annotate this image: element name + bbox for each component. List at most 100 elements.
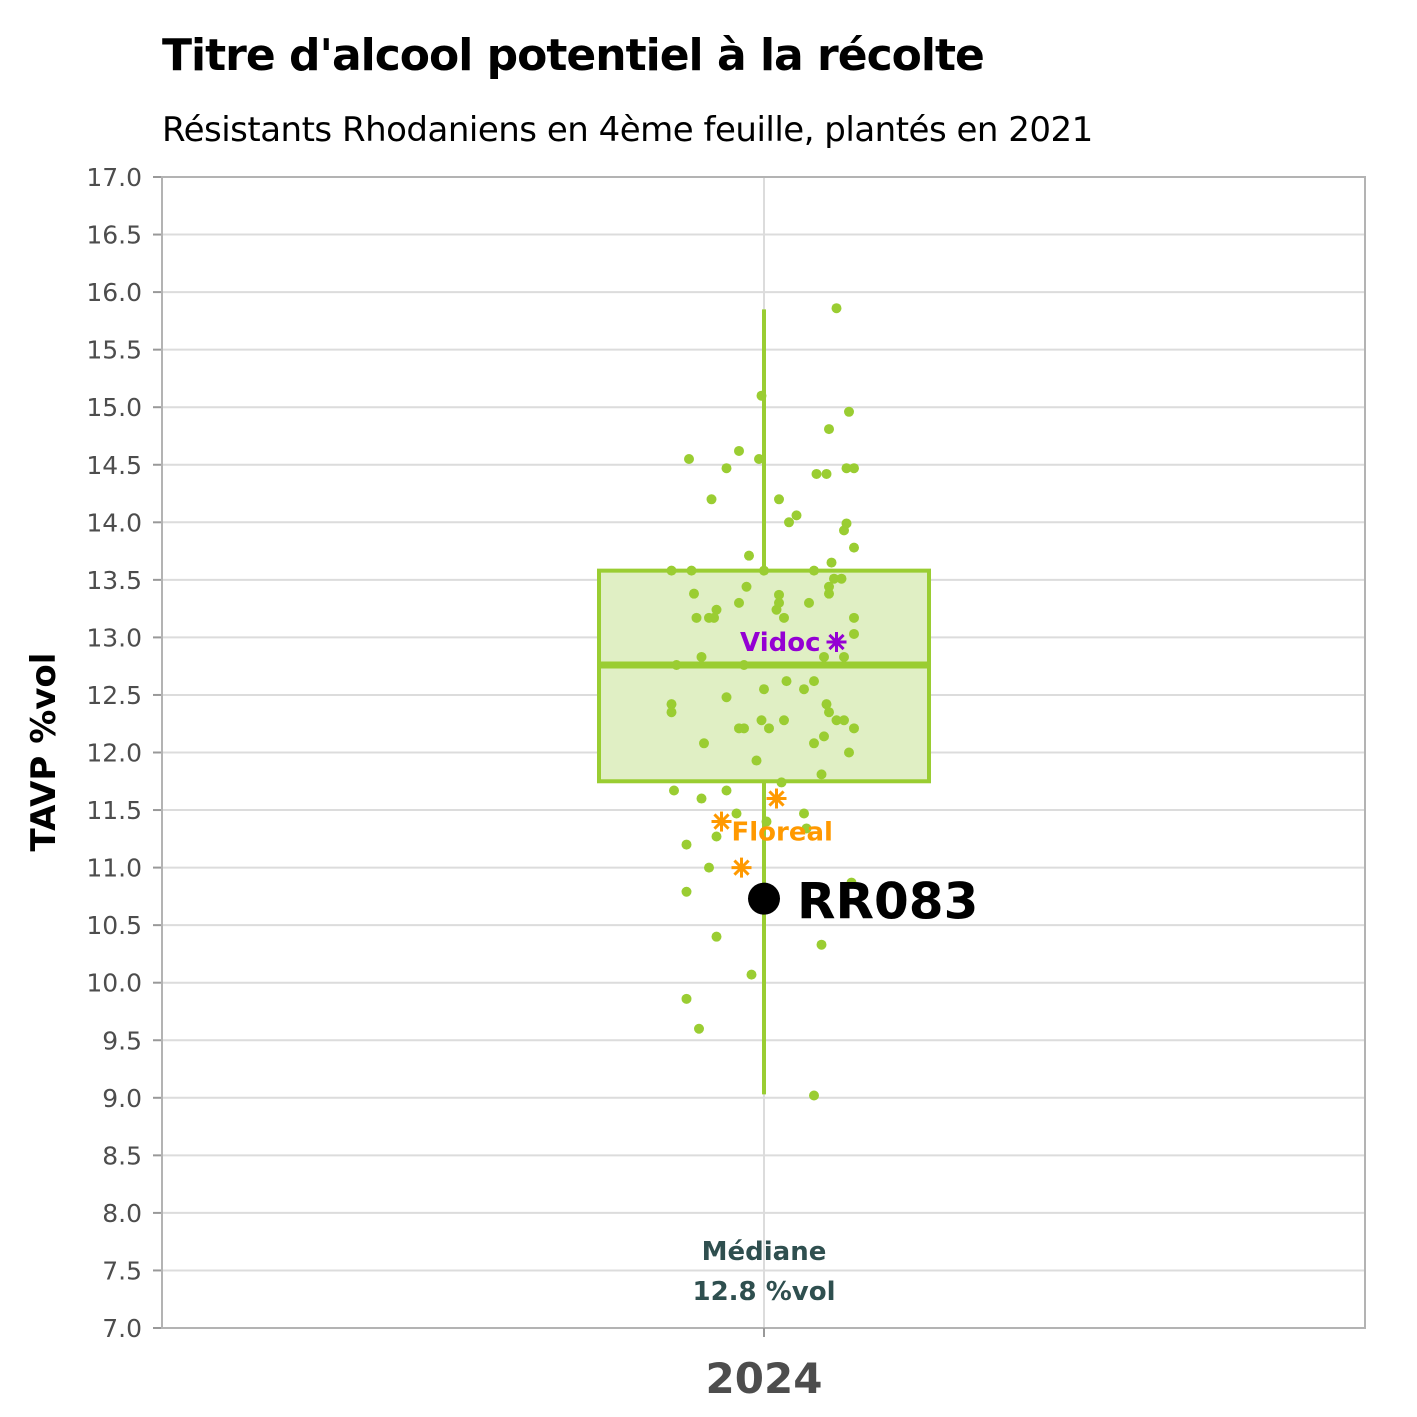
data-point [696, 651, 707, 662]
data-point [731, 808, 742, 819]
data-point [816, 769, 827, 780]
y-tick-label: 9.5 [102, 1026, 142, 1055]
highlight-label-vidoc: Vidoc [740, 628, 820, 658]
data-point [756, 390, 767, 401]
data-point [831, 715, 842, 726]
y-tick-label: 11.5 [86, 796, 142, 825]
x-tick-label: 2024 [706, 1354, 823, 1403]
data-point [804, 597, 814, 608]
data-point [666, 699, 677, 710]
data-point [849, 463, 859, 474]
data-point [704, 612, 714, 623]
highlight-star-icon [826, 632, 847, 653]
data-point [666, 707, 677, 718]
y-tick-label: 14.0 [86, 508, 142, 537]
highlight-star-icon [766, 788, 787, 809]
data-point [756, 715, 767, 726]
data-point [774, 494, 784, 505]
y-tick-label: 8.0 [102, 1199, 142, 1228]
y-tick-label: 13.5 [86, 566, 142, 595]
data-point [666, 565, 677, 576]
data-point [751, 755, 762, 766]
highlight-label-rr083: RR083 [797, 873, 978, 931]
y-tick-label: 12.5 [86, 681, 142, 710]
y-tick-label: 7.0 [102, 1314, 142, 1343]
data-point [809, 1090, 819, 1101]
data-point [681, 886, 692, 897]
chart-title: Titre d'alcool potentiel à la récolte [162, 30, 985, 81]
data-point [734, 445, 744, 456]
y-tick-label: 9.0 [102, 1084, 142, 1113]
data-point [791, 510, 802, 521]
data-point [741, 581, 752, 592]
data-point [836, 573, 847, 584]
box-layer [597, 309, 931, 1095]
data-point [826, 557, 837, 568]
data-point [811, 468, 822, 479]
data-point [824, 588, 834, 599]
box-iqr [597, 568, 931, 784]
highlight-dot-rr083 [748, 882, 780, 915]
data-point [734, 723, 744, 734]
highlight-star-icon [711, 811, 732, 832]
highlight-star-icon-stroke [828, 633, 845, 651]
y-tick-label: 15.0 [86, 393, 142, 422]
y-tick-label: 7.5 [102, 1256, 142, 1285]
data-point [746, 969, 757, 980]
highlight-star-icon-stroke [768, 790, 785, 807]
data-point [684, 453, 694, 464]
chart-subtitle: Résistants Rhodaniens en 4ème feuille, p… [162, 110, 1093, 150]
data-point [819, 731, 829, 742]
data-point [824, 707, 834, 718]
highlight-layer: RR083 Vidoc Floreal [711, 628, 978, 931]
data-point [761, 816, 772, 827]
data-point [721, 463, 732, 474]
data-point [809, 738, 819, 749]
y-tick-label: 10.0 [86, 969, 142, 998]
data-point [681, 993, 692, 1004]
data-point [771, 604, 782, 615]
data-point [754, 453, 764, 464]
data-point [839, 651, 849, 662]
data-point [704, 862, 714, 873]
data-point [739, 660, 749, 671]
y-tick-label: 12.0 [86, 739, 142, 768]
y-tick-label: 14.5 [86, 451, 142, 480]
data-point [699, 738, 709, 749]
data-point [721, 692, 732, 703]
data-point [824, 424, 834, 435]
data-point [841, 463, 852, 474]
median-label-line1: Médiane [702, 1237, 827, 1267]
data-point [799, 684, 809, 695]
y-tick-label: 16.0 [86, 278, 142, 307]
data-point [711, 831, 722, 842]
data-point [821, 468, 832, 479]
data-point [721, 785, 732, 796]
data-point [819, 651, 829, 662]
data-point [849, 542, 859, 553]
data-point [774, 589, 784, 600]
data-point [816, 939, 827, 950]
y-tick-label: 15.5 [86, 336, 142, 365]
y-tick-label: 10.5 [86, 911, 142, 940]
data-point [781, 676, 792, 687]
highlight-star-icon [731, 857, 752, 878]
data-point [839, 715, 849, 726]
data-point [809, 565, 819, 576]
points-layer [666, 303, 859, 1101]
y-tick-label: 13.0 [86, 623, 142, 652]
data-point [671, 660, 682, 671]
data-point [711, 931, 722, 942]
data-point [849, 723, 859, 734]
data-point [689, 588, 699, 599]
data-point [759, 684, 769, 695]
data-point [799, 808, 809, 819]
data-point [849, 612, 859, 623]
data-point [831, 303, 842, 314]
data-point [764, 723, 774, 734]
data-point [779, 612, 789, 623]
data-point [759, 565, 769, 576]
data-point [734, 597, 744, 608]
data-point [681, 839, 692, 850]
data-point [844, 747, 854, 758]
